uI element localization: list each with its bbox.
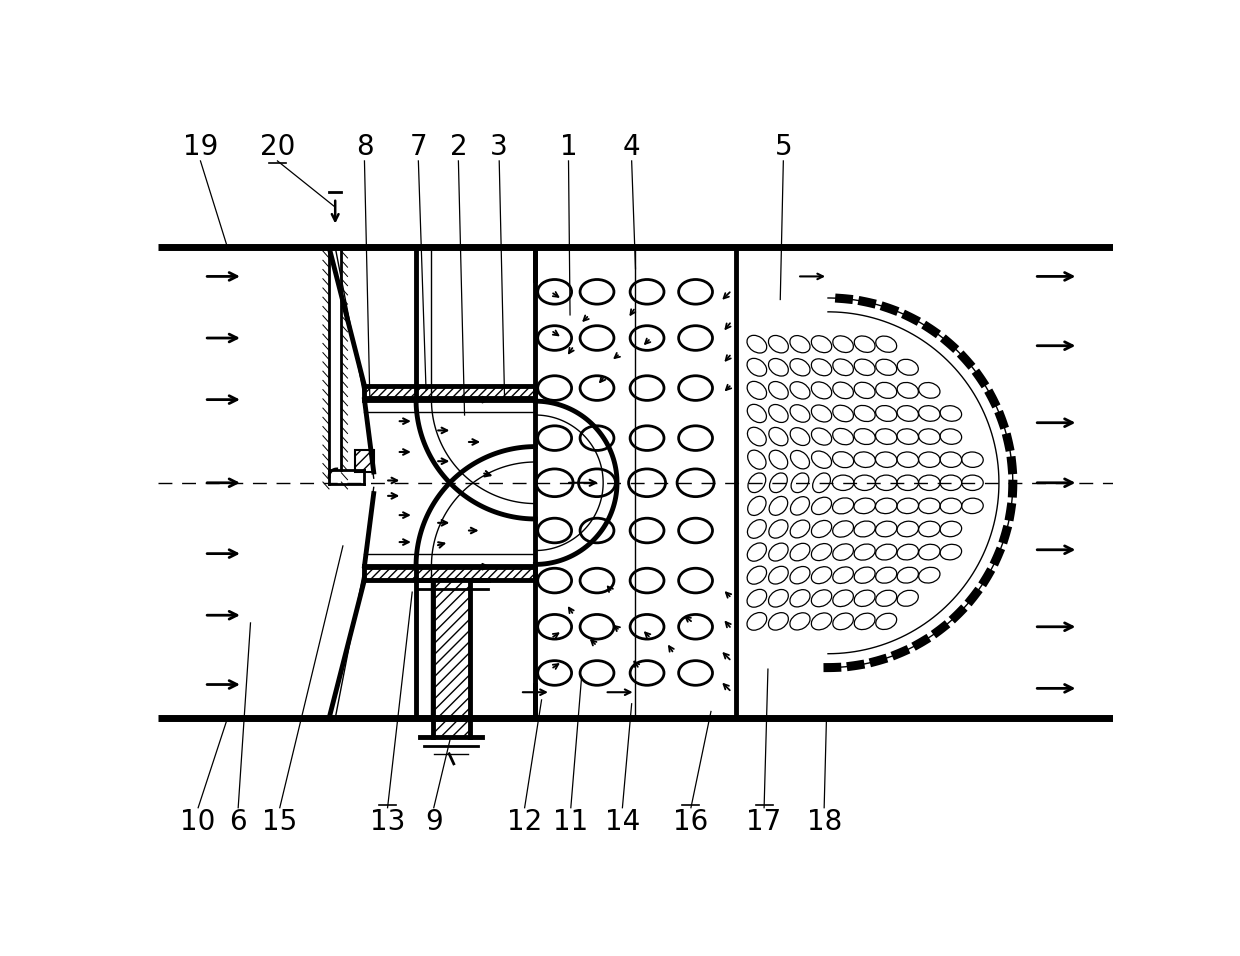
Bar bbox=[365, 386, 536, 398]
Text: 3: 3 bbox=[490, 133, 508, 161]
Text: 11: 11 bbox=[553, 808, 589, 836]
Text: 4: 4 bbox=[622, 133, 641, 161]
Text: 8: 8 bbox=[356, 133, 373, 161]
Text: 13: 13 bbox=[370, 808, 405, 836]
Text: 6: 6 bbox=[229, 808, 247, 836]
Bar bbox=[365, 568, 536, 579]
Text: 12: 12 bbox=[507, 808, 542, 836]
Text: 17: 17 bbox=[746, 808, 781, 836]
Text: 5: 5 bbox=[775, 133, 792, 161]
Text: 7: 7 bbox=[409, 133, 427, 161]
Text: 10: 10 bbox=[181, 808, 216, 836]
Bar bbox=[355, 450, 373, 472]
Bar bbox=[433, 579, 470, 737]
Text: 19: 19 bbox=[182, 133, 218, 161]
Text: 1: 1 bbox=[559, 133, 578, 161]
Text: 14: 14 bbox=[605, 808, 640, 836]
Text: 16: 16 bbox=[673, 808, 708, 836]
Text: 9: 9 bbox=[425, 808, 443, 836]
Text: 20: 20 bbox=[259, 133, 295, 161]
Text: 2: 2 bbox=[450, 133, 467, 161]
Text: 15: 15 bbox=[262, 808, 298, 836]
Text: 18: 18 bbox=[806, 808, 842, 836]
